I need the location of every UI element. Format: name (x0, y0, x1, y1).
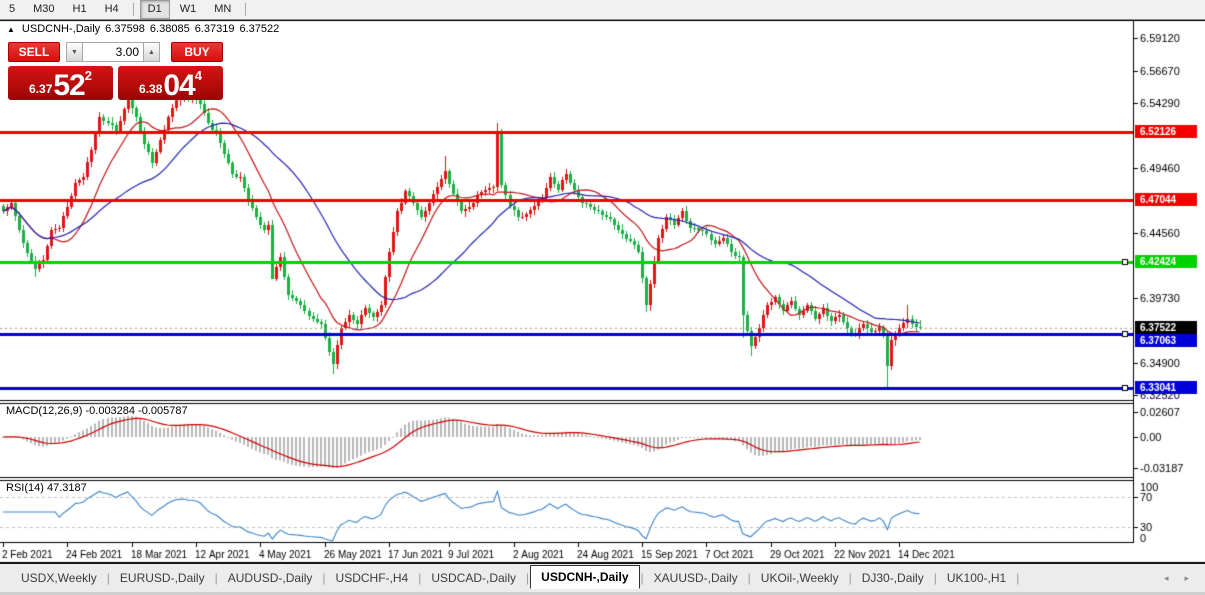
timeframe-button-h4[interactable]: H4 (104, 3, 119, 15)
collapse-panel-icon[interactable]: ▲ (7, 24, 15, 34)
window-bottom-edge (0, 592, 1205, 595)
tab-separator: | (322, 571, 326, 585)
buy-price-pips: 04 (163, 69, 195, 102)
tab-usdchf-h4[interactable]: USDCHF-,H4 (335, 571, 409, 585)
timeframe-button-mn[interactable]: MN (214, 3, 232, 15)
sell-button[interactable]: SELL (8, 42, 60, 62)
toolbar-separator (245, 3, 247, 16)
sell-price-tile[interactable]: 6.37 52 2 (8, 66, 113, 102)
tab-separator: | (747, 571, 751, 585)
ohlc-open: 6.37598 (105, 23, 145, 35)
timeframe-button-5[interactable]: 5 (9, 3, 16, 15)
timeframe-toolbar: 5 M30 H1 H4 D1 W1 MN (0, 0, 1205, 20)
macd-indicator-label: MACD(12,26,9) -0.003284 -0.005787 (6, 405, 188, 417)
tab-separator: | (526, 571, 530, 585)
tab-audusd-daily[interactable]: AUDUSD-,Daily (227, 571, 313, 585)
tab-separator: | (933, 571, 937, 585)
tab-separator: | (106, 571, 110, 585)
ohlc-high: 6.38085 (149, 23, 190, 35)
tab-scroll-right-icon[interactable]: ▸ (1184, 572, 1189, 583)
tab-separator: | (640, 571, 644, 585)
buy-price-tile[interactable]: 6.38 04 4 (118, 66, 223, 102)
sell-price-pips: 52 (53, 69, 85, 102)
tab-dj30-daily[interactable]: DJ30-,Daily (861, 571, 924, 585)
tab-xauusd-daily[interactable]: XAUUSD-,Daily (653, 571, 738, 585)
ohlc-low: 6.37319 (194, 23, 235, 35)
toolbar-separator (132, 3, 134, 16)
tab-separator: | (848, 571, 852, 585)
one-click-trading-panel: SELL ▼ ▲ BUY 6.37 52 2 6.38 04 4 (8, 42, 223, 102)
sell-price-point: 2 (84, 68, 92, 83)
tab-scroll-left-icon[interactable]: ◂ (1163, 572, 1169, 583)
volume-input[interactable] (82, 42, 144, 62)
tab-ukoil-weekly[interactable]: UKOil-,Weekly (760, 571, 839, 585)
sell-price-major: 6.37 (29, 82, 53, 96)
timeframe-button-h1[interactable]: H1 (72, 3, 87, 15)
buy-price-point: 4 (194, 68, 202, 83)
tab-eurusd-daily[interactable]: EURUSD-,Daily (119, 571, 205, 585)
ohlc-close: 6.37522 (239, 23, 280, 35)
rsi-indicator-label: RSI(14) 47.3187 (6, 482, 87, 494)
tab-usdcad-daily[interactable]: USDCAD-,Daily (431, 571, 517, 585)
timeframe-button-d1[interactable]: D1 (139, 0, 170, 19)
chart-title: ▲ USDCNH-,Daily 6.37598 6.38085 6.37319 … (7, 23, 279, 35)
volume-decrease-button[interactable]: ▼ (66, 42, 82, 62)
symbol-tab-bar: USDX,Weekly | EURUSD-,Daily | AUDUSD-,Daily |… (0, 563, 1205, 592)
tab-separator: | (418, 571, 422, 585)
tab-uk100-h1[interactable]: UK100-,H1 (946, 571, 1007, 585)
timeframe-button-w1[interactable]: W1 (179, 3, 197, 15)
timeframe-button-m30[interactable]: M30 (33, 3, 55, 15)
symbol-title: USDCNH-,Daily (21, 23, 101, 35)
buy-price-major: 6.38 (139, 82, 163, 96)
tab-separator: | (1016, 571, 1020, 585)
tab-usdx-weekly[interactable]: USDX,Weekly (21, 571, 97, 585)
tab-usdcnh-daily[interactable]: USDCNH-,Daily (530, 564, 640, 589)
tab-separator: | (214, 571, 218, 585)
buy-button[interactable]: BUY (171, 42, 223, 62)
volume-increase-button[interactable]: ▲ (144, 42, 160, 62)
